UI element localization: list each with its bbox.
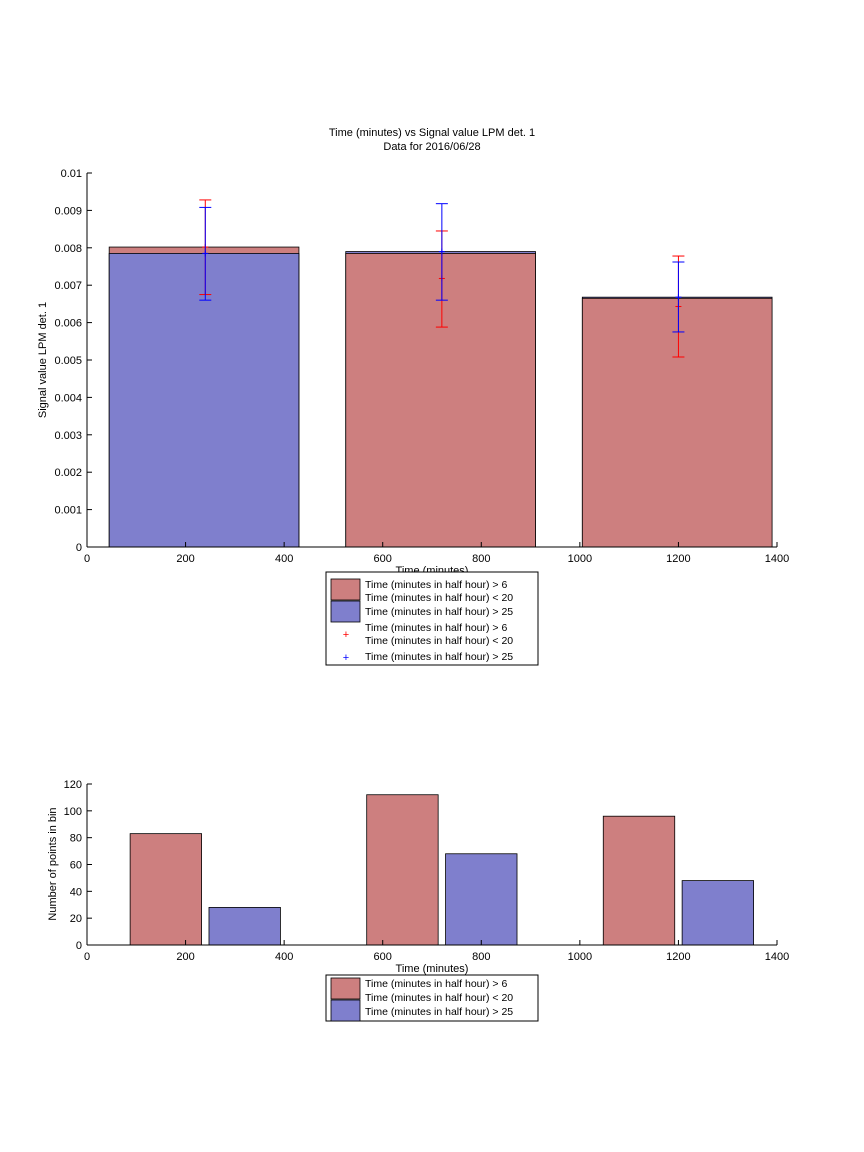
chart2-x-tick-label: 600 [374, 951, 392, 963]
chart1-x-tick-label: 1000 [568, 553, 592, 565]
chart2-x-tick-label: 0 [84, 951, 90, 963]
chart2-legend-swatch-blue [330, 999, 361, 1022]
signal-chart: Time (minutes) vs Signal value LPM det. … [37, 127, 789, 666]
chart2-y-tick-label: 80 [70, 833, 82, 845]
chart1-bar [108, 253, 300, 548]
chart1-x-tick-label: 0 [84, 553, 90, 565]
chart1-x-tick-label: 800 [472, 553, 490, 565]
chart2-x-tick-label: 800 [472, 951, 490, 963]
chart2-bar [129, 833, 202, 946]
chart1-y-tick-label: 0.001 [54, 505, 82, 517]
chart2-bar [208, 907, 281, 946]
chart2-x-tick-label: 1400 [765, 951, 789, 963]
chart2-bars [129, 794, 754, 946]
chart1-y-tick-label: 0 [76, 542, 82, 554]
chart1-y-tick-label: 0.004 [54, 392, 82, 404]
chart1-title: Time (minutes) vs Signal value LPM det. … [329, 127, 535, 139]
chart2-x-tick-label: 1000 [568, 951, 592, 963]
chart2-y-tick-label: 20 [70, 913, 82, 925]
chart2-x-tick-label: 1200 [666, 951, 690, 963]
chart1-x-tick-label: 1200 [666, 553, 690, 565]
chart1-y-axis-label: Signal value LPM det. 1 [37, 302, 49, 418]
chart2-legend: Time (minutes in half hour) > 6 Time (mi… [325, 974, 539, 1022]
chart1-legend-entry: Time (minutes in half hour) < 20 [365, 592, 513, 604]
chart1-x-tick-label: 1400 [765, 553, 789, 565]
chart1-legend: + + Time (minutes in half hour) > 6 Time… [325, 571, 539, 666]
chart1-legend-box [325, 571, 539, 666]
chart2-bar [445, 853, 518, 946]
chart2-bar [602, 815, 676, 946]
chart2-bar [366, 794, 439, 946]
chart2-legend-entry: Time (minutes in half hour) < 20 [365, 992, 513, 1004]
chart1-legend-plus-red: + [343, 629, 349, 641]
chart1-legend-entry: Time (minutes in half hour) > 6 [365, 579, 507, 591]
chart1-legend-entry: Time (minutes in half hour) > 25 [365, 651, 513, 663]
chart1-legend-swatch-blue [330, 600, 361, 623]
chart2-y-tick-label: 40 [70, 886, 82, 898]
chart2-x-tick-label: 400 [275, 951, 293, 963]
chart1-axes: 0 200 400 600 800 1000 1200 1400 0 0.001 0.002 0.00… [54, 168, 789, 565]
chart2-bar [681, 880, 754, 946]
chart1-legend-entry: Time (minutes in half hour) > 6 [365, 622, 507, 634]
chart2-legend-box [325, 974, 539, 1022]
chart2-y-tick-label: 100 [64, 806, 82, 818]
chart2-legend-entry: Time (minutes in half hour) > 25 [365, 1006, 513, 1018]
chart2-x-tick-label: 200 [176, 951, 194, 963]
chart1-bar [581, 297, 773, 548]
chart2-y-axis-label: Number of points in bin [47, 807, 59, 920]
chart2-y-tick-label: 60 [70, 860, 82, 872]
chart1-x-tick-label: 200 [176, 553, 194, 565]
chart1-y-tick-label: 0.009 [54, 205, 82, 217]
chart2-y-tick-label: 0 [76, 940, 82, 952]
chart2-legend-swatch-red [330, 977, 361, 1000]
chart1-y-tick-label: 0.01 [61, 168, 82, 180]
chart1-x-tick-label: 400 [275, 553, 293, 565]
chart2-legend-entry: Time (minutes in half hour) > 6 [365, 978, 507, 990]
chart2-axes: 0 200 400 600 800 1000 1200 1400 0 20 40 60 80 100 120 [64, 779, 790, 963]
chart1-y-tick-label: 0.003 [54, 430, 82, 442]
count-chart: 0 200 400 600 800 1000 1200 1400 0 20 40 60 80 100 120… [47, 779, 790, 1022]
chart1-legend-plus-blue: + [343, 652, 349, 664]
chart1-x-tick-label: 600 [374, 553, 392, 565]
chart1-bar [345, 253, 536, 548]
chart1-y-tick-label: 0.005 [54, 355, 82, 367]
chart1-error-bars [199, 199, 685, 358]
chart1-bars [108, 246, 773, 548]
chart1-legend-entry: Time (minutes in half hour) < 20 [365, 635, 513, 647]
chart1-subtitle: Data for 2016/06/28 [383, 141, 480, 153]
chart1-y-tick-label: 0.007 [54, 280, 82, 292]
chart1-y-tick-label: 0.008 [54, 243, 82, 255]
chart2-y-tick-label: 120 [64, 779, 82, 791]
chart1-y-tick-label: 0.006 [54, 318, 82, 330]
chart1-legend-entry: Time (minutes in half hour) > 25 [365, 606, 513, 618]
chart1-y-tick-label: 0.002 [54, 467, 82, 479]
chart1-legend-swatch-red [330, 578, 361, 601]
chart2-x-axis-label: Time (minutes) [396, 963, 469, 975]
